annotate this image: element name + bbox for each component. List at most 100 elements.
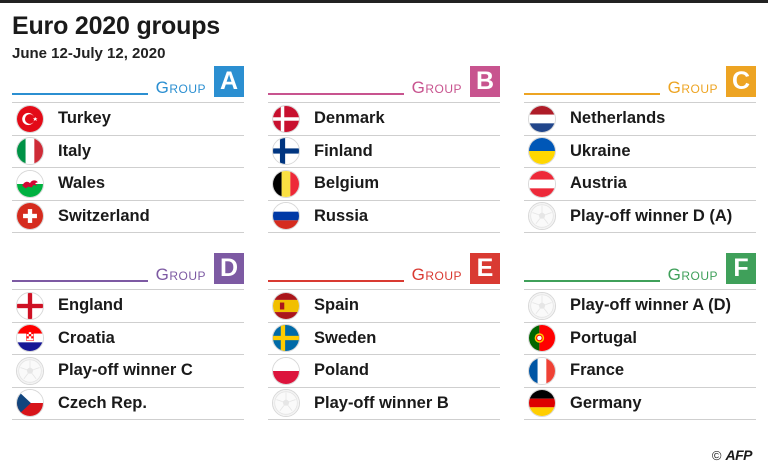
team-row: Wales bbox=[12, 168, 244, 201]
russia-flag-icon bbox=[272, 202, 300, 231]
team-row: Germany bbox=[524, 388, 756, 420]
team-row: Turkey bbox=[12, 103, 244, 136]
group-letter-badge: A bbox=[214, 66, 244, 97]
croatia-flag-icon bbox=[16, 324, 44, 353]
football-icon bbox=[528, 291, 556, 320]
team-name: Italy bbox=[58, 141, 92, 160]
team-row: Play-off winner A (D) bbox=[524, 290, 756, 323]
group-accent-line bbox=[12, 280, 148, 282]
ukraine-flag-icon bbox=[528, 137, 556, 166]
austria-flag-icon bbox=[528, 169, 556, 198]
team-name: Croatia bbox=[58, 328, 115, 347]
team-row: Belgium bbox=[268, 168, 500, 201]
team-row: Ukraine bbox=[524, 136, 756, 168]
group-letter-badge: B bbox=[470, 66, 500, 97]
group-accent-line bbox=[12, 93, 148, 95]
spain-flag-icon bbox=[272, 291, 300, 320]
group-header: Group A bbox=[12, 66, 244, 98]
team-name: Switzerland bbox=[58, 206, 150, 225]
football-icon bbox=[16, 356, 44, 385]
team-name: Wales bbox=[58, 174, 106, 193]
group-label: Group bbox=[155, 78, 206, 97]
group-label: Group bbox=[667, 265, 718, 284]
group-header: Group C bbox=[524, 66, 756, 98]
group-accent-line bbox=[268, 280, 404, 282]
sweden-flag-icon bbox=[272, 324, 300, 353]
team-name: Play-off winner A (D) bbox=[570, 296, 732, 315]
group-d: Group D England Croatia Play-off winner C Cze… bbox=[12, 253, 244, 420]
group-header: Group D bbox=[12, 253, 244, 285]
group-label: Group bbox=[411, 265, 462, 284]
team-list: Spain Sweden Poland Play-off winner B bbox=[268, 289, 500, 420]
football-icon bbox=[272, 389, 300, 418]
group-e: Group E Spain Sweden Poland Play-off winner B bbox=[268, 253, 500, 420]
team-name: Play-off winner C bbox=[58, 361, 193, 380]
team-row: Sweden bbox=[268, 323, 500, 355]
copyright-symbol: © bbox=[711, 447, 722, 463]
team-name: Austria bbox=[570, 174, 627, 193]
france-flag-icon bbox=[528, 356, 556, 385]
team-name: Sweden bbox=[314, 328, 377, 347]
team-name: Play-off winner B bbox=[314, 393, 449, 412]
group-letter-badge: F bbox=[726, 253, 756, 284]
team-row: Czech Rep. bbox=[12, 388, 244, 420]
group-letter-badge: D bbox=[214, 253, 244, 284]
czech-flag-icon bbox=[16, 389, 44, 418]
team-name: Russia bbox=[314, 206, 369, 225]
team-row: Croatia bbox=[12, 323, 244, 355]
team-name: Portugal bbox=[570, 328, 637, 347]
team-name: Turkey bbox=[58, 109, 111, 128]
afp-logo: AFP bbox=[725, 447, 753, 463]
credit: © AFP bbox=[711, 447, 753, 463]
team-name: Poland bbox=[314, 361, 370, 380]
football-icon bbox=[528, 202, 556, 231]
denmark-flag-icon bbox=[272, 104, 300, 133]
team-row: Play-off winner D (A) bbox=[524, 201, 756, 233]
turkey-flag-icon bbox=[16, 104, 44, 133]
team-name: Finland bbox=[314, 141, 373, 160]
team-row: Denmark bbox=[268, 103, 500, 136]
team-row: Spain bbox=[268, 290, 500, 323]
switzerland-flag-icon bbox=[16, 202, 44, 231]
group-accent-line bbox=[524, 280, 660, 282]
page-subtitle: June 12-July 12, 2020 bbox=[12, 45, 166, 62]
team-row: Austria bbox=[524, 168, 756, 201]
group-letter-badge: C bbox=[726, 66, 756, 97]
team-list: Denmark Finland Belgium Russia bbox=[268, 102, 500, 233]
belgium-flag-icon bbox=[272, 169, 300, 198]
group-c: Group C Netherlands Ukraine Austria Play-off … bbox=[524, 66, 756, 233]
team-list: Turkey Italy Wales Switzerland bbox=[12, 102, 244, 233]
group-header: Group E bbox=[268, 253, 500, 285]
page-title: Euro 2020 groups bbox=[12, 12, 220, 40]
group-accent-line bbox=[524, 93, 660, 95]
group-f: Group F Play-off winner A (D) Portugal Franc… bbox=[524, 253, 756, 420]
team-name: Play-off winner D (A) bbox=[570, 206, 733, 225]
italy-flag-icon bbox=[16, 137, 44, 166]
team-name: Czech Rep. bbox=[58, 393, 147, 412]
team-row: Portugal bbox=[524, 323, 756, 355]
group-label: Group bbox=[155, 265, 206, 284]
team-name: Denmark bbox=[314, 109, 385, 128]
group-header: Group F bbox=[524, 253, 756, 285]
poland-flag-icon bbox=[272, 356, 300, 385]
team-name: Netherlands bbox=[570, 109, 666, 128]
team-row: France bbox=[524, 355, 756, 388]
top-rule bbox=[0, 0, 768, 3]
team-name: Belgium bbox=[314, 174, 380, 193]
team-row: Play-off winner B bbox=[268, 388, 500, 420]
group-label: Group bbox=[411, 78, 462, 97]
england-flag-icon bbox=[16, 291, 44, 320]
team-list: Play-off winner A (D) Portugal France Germa… bbox=[524, 289, 756, 420]
netherlands-flag-icon bbox=[528, 104, 556, 133]
group-a: Group A Turkey Italy Wales Switzerland bbox=[12, 66, 244, 233]
team-row: Switzerland bbox=[12, 201, 244, 233]
team-row: Netherlands bbox=[524, 103, 756, 136]
team-name: Spain bbox=[314, 296, 359, 315]
team-row: Russia bbox=[268, 201, 500, 233]
group-header: Group B bbox=[268, 66, 500, 98]
team-row: Finland bbox=[268, 136, 500, 168]
team-name: France bbox=[570, 361, 625, 380]
group-letter-badge: E bbox=[470, 253, 500, 284]
team-row: Italy bbox=[12, 136, 244, 168]
team-name: Germany bbox=[570, 393, 642, 412]
